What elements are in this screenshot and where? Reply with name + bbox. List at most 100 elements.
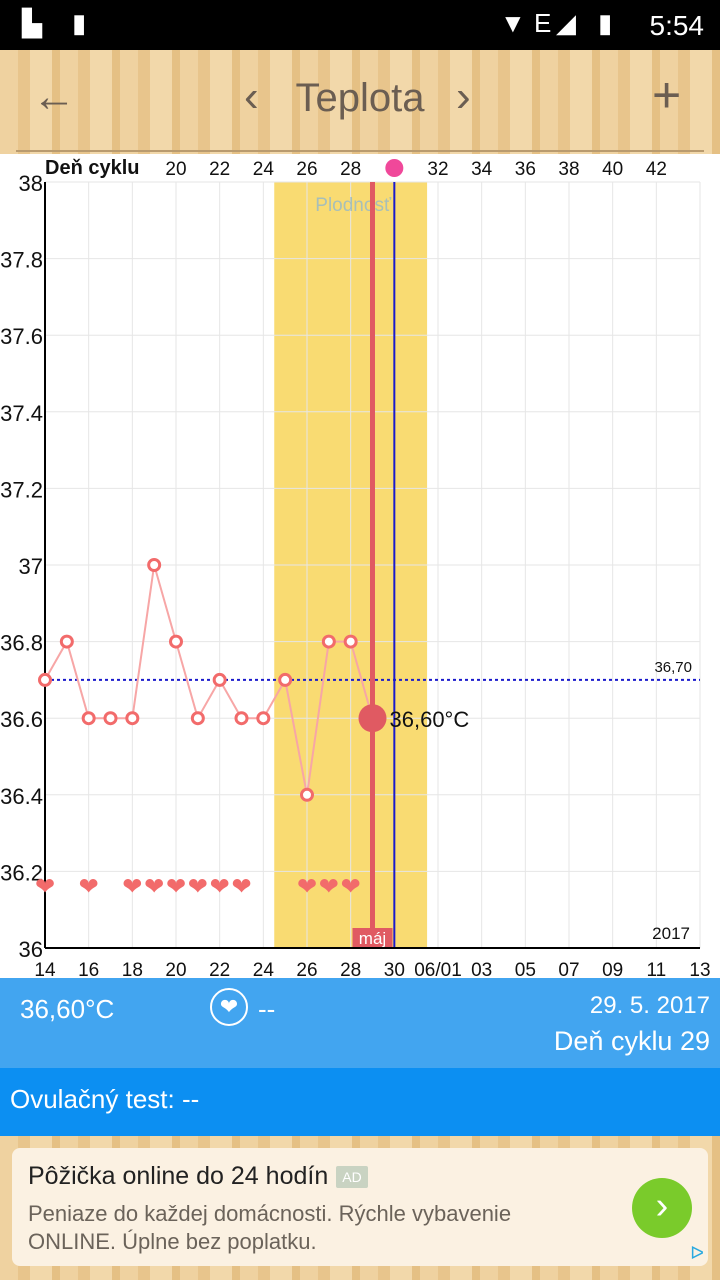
y-tick-label: 37.8: [0, 248, 43, 273]
next-icon[interactable]: ›: [456, 72, 471, 121]
x-tick-label: 28: [340, 960, 361, 978]
ad-tag: AD: [336, 1166, 368, 1189]
date: 29. 5. 2017: [589, 992, 710, 1019]
temperature-chart[interactable]: 38 37.8 37.6 37.4 37.2 37 36.8 36.6 36.4 36.2 36 Pl…: [0, 154, 720, 978]
network-type: E: [534, 8, 552, 38]
x-tick-label: 14: [34, 960, 56, 978]
x-tick-label: 24: [253, 960, 275, 978]
heart-icon: ❤: [79, 873, 99, 900]
cycle-day-tick: 20: [165, 159, 186, 180]
y-tick-label: 36: [19, 937, 43, 962]
ad-description: Peniaze do každej domácnosti. Rýchle vyb…: [28, 1201, 512, 1254]
heart-value: --: [258, 994, 276, 1024]
heart-icon: ❤: [231, 873, 251, 900]
temperature-point: [212, 672, 227, 687]
x-tick-label: 06/01: [414, 960, 462, 978]
x-tick-label: 30: [384, 960, 405, 978]
temperature-line: [44, 564, 374, 795]
sd-card-icon: ▮: [72, 8, 87, 38]
cycle-day-tick: 36: [515, 159, 536, 180]
cycle-day-tick: 38: [558, 159, 579, 180]
y-tick-label: 36.2: [0, 860, 43, 885]
temperature-point: [278, 672, 293, 687]
ad-go-icon[interactable]: ›: [632, 1178, 692, 1238]
temperature-point: [256, 711, 271, 726]
ovulation-day-icon: [385, 159, 404, 177]
cycle-day-tick: 22: [209, 159, 230, 180]
temperature-point: [38, 672, 52, 687]
x-tick-label: 13: [689, 960, 710, 978]
chart-canvas[interactable]: 38 37.8 37.6 37.4 37.2 37 36.8 36.6 36.4 36.2 36 Pl…: [0, 154, 720, 978]
month-label: máj: [359, 929, 386, 948]
temperature-point: [300, 787, 314, 802]
previous-icon[interactable]: ‹: [244, 72, 259, 121]
x-tick-label: 09: [602, 960, 623, 978]
heart-icon: ❤: [35, 873, 55, 900]
notification-icon: ▙: [22, 8, 42, 38]
fertile-label: Plodnosť: [315, 195, 392, 216]
y-tick-label: 38: [19, 171, 43, 196]
cycle-day-axis-label: Deň cyklu: [45, 157, 139, 179]
temperature-point: [169, 634, 183, 649]
cycle-day-tick: 42: [646, 159, 667, 180]
cycle-day-tick: 24: [253, 159, 275, 180]
y-tick-label: 37: [19, 554, 43, 579]
signal-icon: ◢: [556, 8, 576, 38]
x-tick-label: 11: [646, 960, 666, 978]
temperature-point: [343, 634, 358, 649]
temperature-point: [81, 711, 96, 726]
y-tick-label: 37.4: [0, 401, 43, 426]
cycle-day-tick: 40: [602, 159, 623, 180]
heart-icon: ❤: [166, 873, 186, 900]
page-title: Teplota: [295, 76, 425, 120]
heart-icon: ❤: [297, 873, 317, 900]
add-icon[interactable]: +: [652, 67, 682, 123]
temperature-point: [125, 711, 140, 726]
selected-point: [358, 704, 387, 733]
wifi-icon: ▼: [500, 8, 526, 38]
app-bar: ← ‹ Teplota › +: [0, 50, 720, 154]
temperature-point: [147, 558, 162, 572]
temperature-point: [234, 711, 249, 726]
y-tick-label: 37.2: [0, 477, 43, 502]
heart-icon[interactable]: ❤: [210, 988, 248, 1026]
back-icon[interactable]: ←: [32, 72, 76, 121]
x-tick-label: 26: [296, 960, 317, 978]
ad-area: Pôžička online do 24 hodín AD Peniaze do …: [0, 1136, 720, 1280]
heart-icon: ❤: [210, 873, 230, 900]
ad-banner[interactable]: Pôžička online do 24 hodín AD Peniaze do …: [12, 1148, 708, 1266]
x-tick-label: 03: [471, 960, 492, 978]
battery-icon: ▮: [598, 8, 613, 38]
year-label: 2017: [652, 924, 690, 943]
cycle-day: Deň cyklu 29: [553, 1026, 710, 1056]
ovulation-test[interactable]: Ovulačný test: --: [0, 1068, 720, 1136]
selected-value-label: 36,60°C: [390, 707, 470, 732]
cycle-day-tick: 34: [471, 159, 493, 180]
x-tick-label: 22: [209, 960, 230, 978]
y-tick-label: 36.4: [0, 784, 43, 809]
y-tick-label: 37.6: [0, 324, 43, 349]
x-tick-label: 05: [515, 960, 536, 978]
y-tick-label: 36.8: [0, 631, 43, 656]
info-bar: 36,60°C ❤ -- 29. 5. 2017 Deň cyklu 29: [0, 978, 720, 1068]
x-tick-label: 18: [122, 960, 143, 978]
temperature-point: [321, 634, 336, 649]
clock: 5:54: [649, 10, 705, 41]
heart-icon: ❤: [122, 873, 142, 900]
x-tick-label: 20: [165, 960, 186, 978]
y-tick-label: 36.6: [0, 707, 43, 732]
temperature-value: 36,60°C: [20, 994, 115, 1024]
temperature-point: [190, 711, 205, 726]
month-label-bg: [352, 928, 393, 948]
temperature-point: [59, 634, 74, 649]
x-tick-label: 07: [558, 960, 579, 978]
coverline-label: 36,70: [654, 659, 692, 676]
heart-icon: ❤: [144, 873, 164, 900]
heart-icon: ❤: [188, 873, 208, 900]
ad-title[interactable]: Pôžička online do 24 hodín: [28, 1162, 329, 1190]
status-bar: ▙ ▮ ▼ E ◢ ▮ 5:54: [0, 0, 720, 50]
cycle-day-tick: 26: [296, 159, 317, 180]
adchoices-icon[interactable]: ᐅ: [690, 1243, 704, 1263]
temperature-point: [103, 711, 118, 726]
divider: [16, 150, 704, 152]
